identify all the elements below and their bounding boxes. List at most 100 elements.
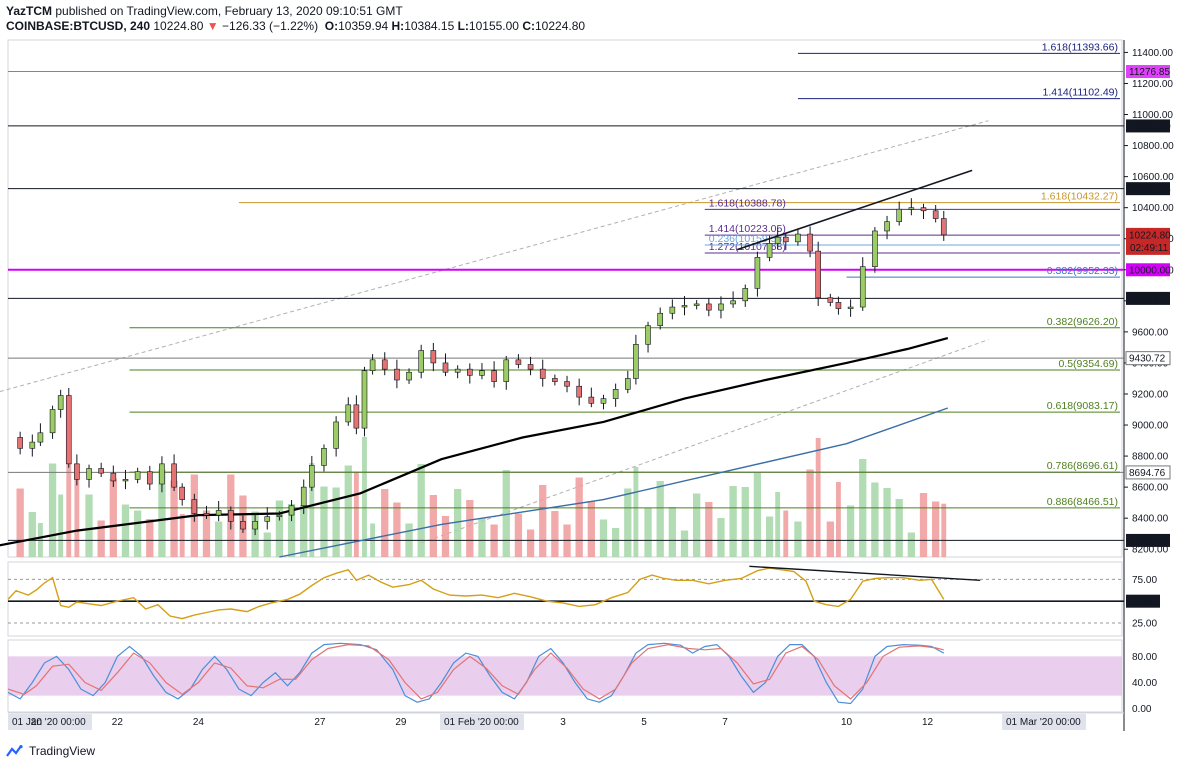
level-price-box xyxy=(1126,182,1170,196)
level-price-label: 9815.65 xyxy=(1129,294,1166,305)
level-price-box xyxy=(1126,533,1170,547)
rsi-tick-label: 75.00 xyxy=(1132,575,1157,586)
down-triangle-icon: ▼ xyxy=(206,19,219,33)
author[interactable]: YazTCM xyxy=(6,4,53,18)
level-price-box xyxy=(1126,119,1170,133)
footer-branding: TradingView xyxy=(6,744,95,758)
last-price: 10224.80 xyxy=(153,19,204,33)
volume-bar xyxy=(309,463,315,557)
close-label: C: xyxy=(522,19,535,33)
price-tick-label: 11000.00 xyxy=(1132,110,1173,121)
volume-bar xyxy=(121,504,130,557)
volume-bar xyxy=(300,505,308,557)
fib-level-label: 1.618(11393.66) xyxy=(1042,41,1118,53)
candle-body xyxy=(65,395,72,465)
volume-bar xyxy=(275,500,284,557)
candle-body xyxy=(908,207,915,210)
candle-body xyxy=(795,233,801,243)
stoch-tick-label: 40.00 xyxy=(1132,678,1157,689)
ohlc-line: COINBASE:BTCUSD, 240 10224.80 ▼ −126.33 … xyxy=(6,19,585,33)
candle-body xyxy=(884,221,890,232)
low-value: 10155.00 xyxy=(468,19,519,33)
level-price-box xyxy=(1125,465,1171,480)
volume-bar xyxy=(765,516,774,557)
time-tick-label: 10 xyxy=(841,717,853,728)
candle-body xyxy=(134,471,141,480)
price-tick-label: 8400.00 xyxy=(1132,514,1169,525)
volume-bar xyxy=(644,508,652,557)
price-tick-label: 11200.00 xyxy=(1132,79,1173,90)
candle-body xyxy=(730,300,736,305)
time-tick-label: 01 Jan '20 00:00 xyxy=(12,717,86,728)
time-tick-label: 12 xyxy=(922,717,934,728)
candle-body xyxy=(527,364,534,370)
candle-body xyxy=(228,510,234,522)
volume-bar xyxy=(729,486,737,557)
volume-bar xyxy=(717,518,725,557)
candle-body xyxy=(98,468,104,474)
volume-bar xyxy=(514,513,523,557)
candle-body xyxy=(718,303,724,311)
symbol-label[interactable]: COINBASE:BTCUSD, 240 xyxy=(6,19,151,33)
volume-bar xyxy=(680,530,689,557)
candle-body xyxy=(49,409,56,434)
volume-bar xyxy=(287,504,296,557)
tradingview-logo-icon xyxy=(6,745,24,757)
channel-lower-dashed xyxy=(421,339,989,544)
candle-body xyxy=(859,266,866,308)
price-tick-label: 8200.00 xyxy=(1132,545,1169,556)
stoch-k-line xyxy=(7,642,945,705)
candle-body xyxy=(381,359,388,370)
candle-body xyxy=(588,396,595,404)
candle-body xyxy=(37,432,44,443)
volume-bar xyxy=(133,510,142,557)
rsi-pane xyxy=(7,561,1123,637)
level-price-box xyxy=(1125,351,1171,366)
volume-bar xyxy=(775,492,781,557)
time-tick-label: 7 xyxy=(722,717,728,728)
candle-body xyxy=(406,371,412,381)
open-value: 10359.94 xyxy=(338,19,389,33)
time-tick-label: 20 xyxy=(31,717,43,728)
rsi-tick-label: 50.00 xyxy=(1130,597,1155,608)
candle-body xyxy=(240,520,246,530)
level-price-label: 11276.85 xyxy=(1129,67,1170,78)
volume-bar xyxy=(393,502,401,557)
candle-body xyxy=(539,368,546,379)
volume-bar xyxy=(158,469,166,557)
candle-body xyxy=(333,421,339,449)
published-line: YazTCM published on TradingView.com, Feb… xyxy=(6,4,403,18)
candle-body xyxy=(276,514,283,517)
volume-bar xyxy=(332,487,340,557)
volume-bar xyxy=(74,471,80,557)
volume-bar xyxy=(16,488,24,557)
level-price-label: 10522.53 xyxy=(1129,184,1171,195)
candle-body xyxy=(57,395,64,410)
volume-bar xyxy=(344,465,352,557)
candle-body xyxy=(369,359,376,371)
volume-bar xyxy=(85,494,93,557)
volume-bar xyxy=(551,511,559,557)
rsi-divergence-line xyxy=(749,565,981,581)
candle-body xyxy=(430,350,437,364)
volume-bar xyxy=(668,507,676,557)
fib-level-label: 0.5(9354.69) xyxy=(1058,358,1118,370)
volume-bar xyxy=(179,514,185,557)
price-change: −126.33 (−1.22%) xyxy=(222,19,319,33)
candle-body xyxy=(624,378,631,390)
volume-bar xyxy=(753,473,762,557)
candle-body xyxy=(454,368,461,373)
volume-bar xyxy=(883,488,891,557)
volume-bar xyxy=(783,510,789,557)
candle-body xyxy=(600,398,607,404)
candle-body xyxy=(353,404,360,429)
level-price-box xyxy=(1126,291,1170,305)
volume-bar xyxy=(215,521,223,557)
time-label-box xyxy=(8,714,92,730)
fib-level-label: 0.236(10159.53) xyxy=(709,233,786,245)
price-tick-label: 9200.00 xyxy=(1132,389,1169,400)
level-price-label: 9430.72 xyxy=(1129,354,1166,365)
tradingview-brand[interactable]: TradingView xyxy=(29,744,96,758)
candle-body xyxy=(552,378,558,382)
